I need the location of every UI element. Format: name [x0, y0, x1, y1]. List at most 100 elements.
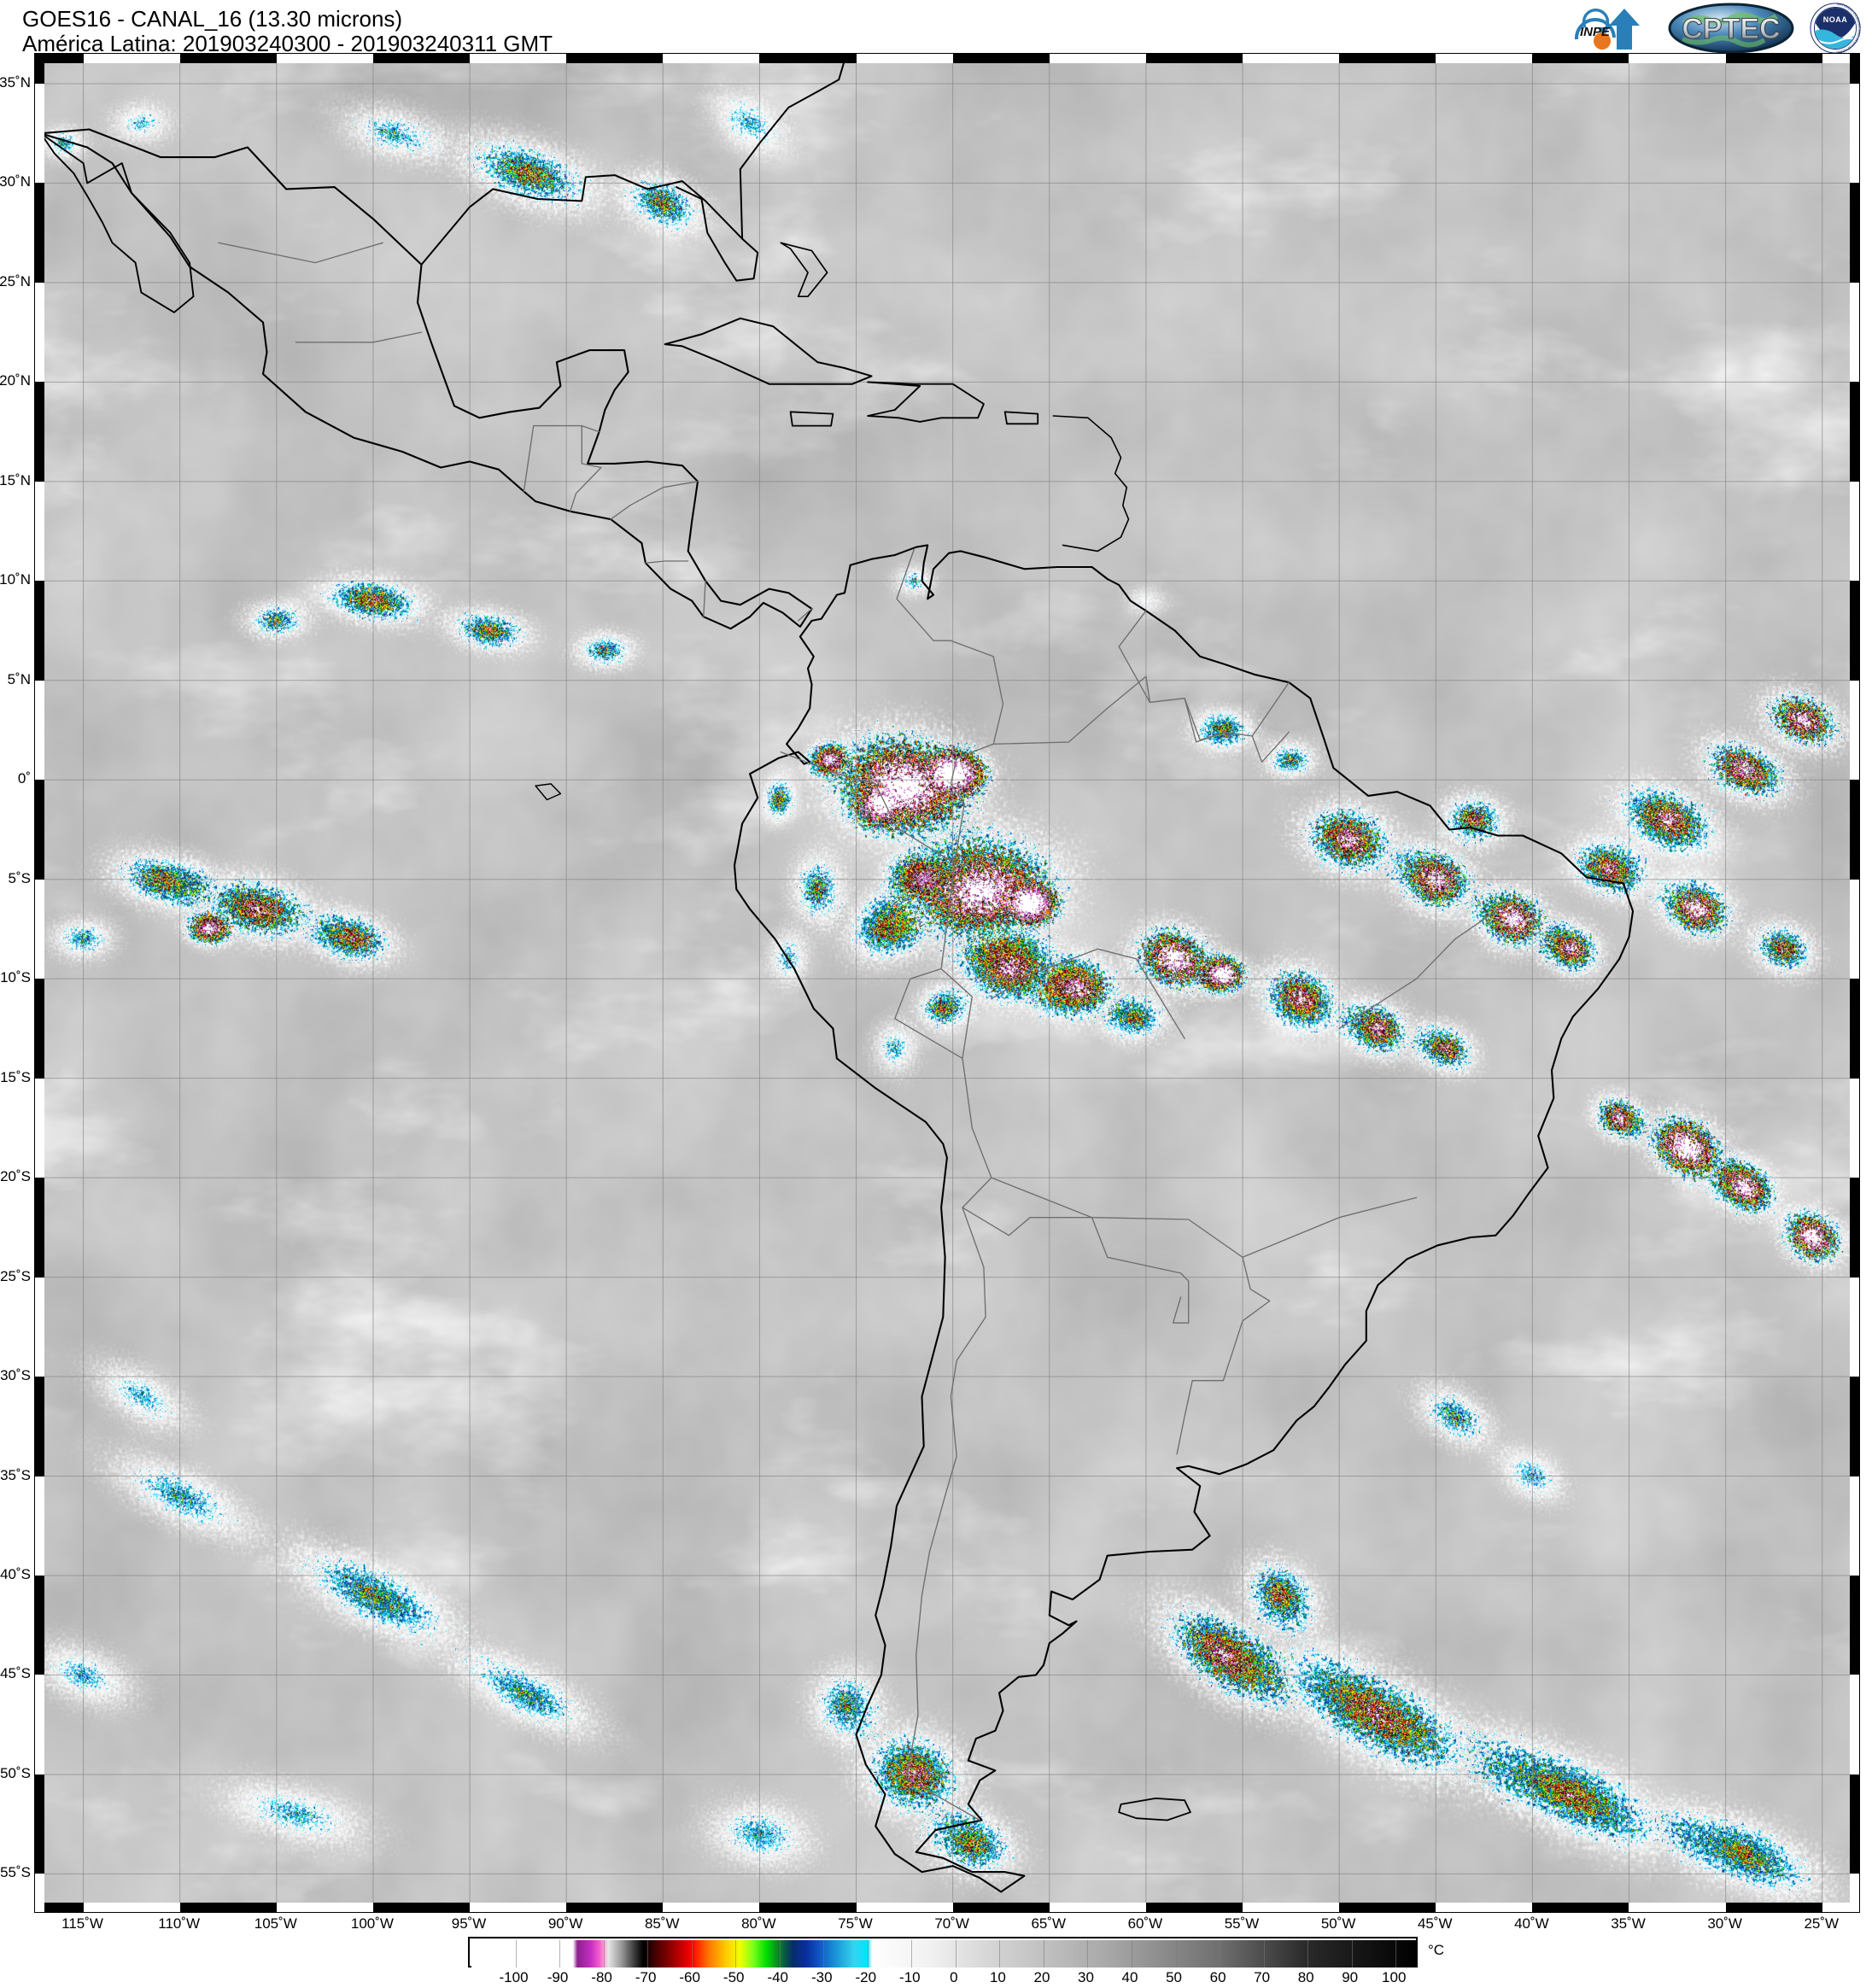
lat-tick-label: 40˚S — [0, 1566, 31, 1582]
colorbar-tick-label: -30 — [810, 1969, 833, 1985]
lon-tick-label: 60˚W — [1127, 1915, 1163, 1932]
satellite-map[interactable] — [34, 53, 1860, 1913]
map-tick-band-left — [35, 54, 44, 1912]
lon-tick-label: 95˚W — [451, 1915, 487, 1932]
lon-tick-label: 35˚W — [1611, 1915, 1646, 1932]
colorbar-tick-label: 40 — [1121, 1969, 1138, 1985]
lat-tick-label: 10˚S — [0, 969, 31, 986]
colorbar-gradient — [468, 1937, 1418, 1968]
colorbar-tick-label: 70 — [1254, 1969, 1271, 1985]
colorbar-tick — [779, 1940, 781, 1968]
lon-tick-label: 105˚W — [254, 1915, 297, 1932]
colorbar-tick — [603, 1940, 605, 1968]
lon-tick-label: 50˚W — [1320, 1915, 1356, 1932]
lat-tick-label: 25˚S — [0, 1267, 31, 1284]
colorbar-tick-label: 100 — [1382, 1969, 1407, 1985]
colorbar-tick-label: 0 — [950, 1969, 958, 1985]
colorbar-tick — [999, 1940, 1001, 1968]
temperature-colorbar[interactable]: -100 -90 -80 -70 -60 -50 -40 -30 -20 -10 0 10 20 30 40… — [468, 1937, 1444, 1988]
svg-text:NOAA: NOAA — [1823, 15, 1848, 24]
noaa-logo: NOAA NATIONAL OCEANIC AND ATMOSPHERIC AD… — [1809, 2, 1862, 55]
lat-tick-label: 20˚N — [0, 372, 31, 389]
title-line-region-time: América Latina: 201903240300 - 201903240… — [22, 31, 553, 56]
lon-tick-label: 115˚W — [61, 1915, 103, 1932]
lon-tick-label: 30˚W — [1707, 1915, 1742, 1932]
colorbar-tick-label: 60 — [1209, 1969, 1226, 1985]
lon-tick-label: 70˚W — [934, 1915, 969, 1932]
colorbar-tick-label: -90 — [547, 1969, 569, 1985]
lon-tick-label: 25˚W — [1804, 1915, 1840, 1932]
colorbar-canvas — [471, 1940, 1418, 1968]
colorbar-tick-label: 20 — [1033, 1969, 1050, 1985]
inpe-logo: INPE — [1574, 9, 1640, 50]
lat-tick-label: 45˚S — [0, 1665, 31, 1682]
lat-tick-label: 25˚N — [0, 272, 31, 289]
colorbar-tick — [647, 1940, 649, 1968]
colorbar-tick — [911, 1940, 913, 1968]
lon-tick-label: 55˚W — [1224, 1915, 1260, 1932]
colorbar-tick — [1087, 1940, 1089, 1968]
lat-tick-label: 35˚N — [0, 73, 31, 91]
colorbar-tick-label: -50 — [722, 1969, 745, 1985]
latitude-axis: 35˚N 30˚N 25˚N 20˚N 15˚N 10˚N 5˚N 0˚ 5˚S 10˚S 15˚S… — [0, 53, 34, 1913]
colorbar-tick — [1351, 1940, 1353, 1968]
lon-tick-label: 80˚W — [741, 1915, 776, 1932]
lat-tick-label: 15˚N — [0, 471, 31, 488]
lat-tick-label: 50˚S — [0, 1764, 31, 1781]
colorbar-tick-label: 50 — [1166, 1969, 1183, 1985]
lat-tick-label: 30˚N — [0, 173, 31, 190]
lat-tick-label: 15˚S — [0, 1068, 31, 1085]
colorbar-tick — [559, 1940, 561, 1968]
lat-tick-label: 30˚S — [0, 1367, 31, 1384]
colorbar-tick — [1175, 1940, 1177, 1968]
colorbar-tick-label: -20 — [855, 1969, 877, 1985]
lon-tick-label: 45˚W — [1417, 1915, 1453, 1932]
map-frame[interactable] — [34, 53, 1860, 1913]
lon-tick-label: 75˚W — [838, 1915, 873, 1932]
lat-tick-label: 55˚S — [0, 1864, 31, 1881]
colorbar-unit-label: °C — [1428, 1942, 1445, 1958]
header: GOES16 - CANAL_16 (13.30 microns) Améric… — [0, 0, 1872, 56]
colorbar-tick — [1307, 1940, 1309, 1968]
lat-tick-label: 0˚ — [17, 770, 31, 787]
lon-tick-label: 110˚W — [158, 1915, 201, 1932]
colorbar-tick — [1395, 1940, 1397, 1968]
satellite-imagery-layer — [35, 54, 1859, 1912]
map-tick-band-right — [1850, 54, 1859, 1912]
cptec-logo: CPTEC — [1668, 3, 1794, 54]
lat-tick-label: 20˚S — [0, 1168, 31, 1185]
colorbar-tick — [1263, 1940, 1265, 1968]
svg-text:INPE: INPE — [1580, 25, 1611, 39]
lon-tick-label: 40˚W — [1514, 1915, 1549, 1932]
colorbar-tick-label: -10 — [899, 1969, 921, 1985]
map-tick-band-bottom — [35, 1903, 1859, 1912]
page-title: GOES16 - CANAL_16 (13.30 microns) Améric… — [22, 7, 553, 56]
colorbar-tick-label: 30 — [1078, 1969, 1094, 1985]
lon-tick-label: 90˚W — [547, 1915, 583, 1932]
colorbar-tick-label: -80 — [591, 1969, 612, 1985]
lon-tick-label: 65˚W — [1031, 1915, 1067, 1932]
colorbar-tick — [867, 1940, 869, 1968]
colorbar-tick-label: 80 — [1297, 1969, 1314, 1985]
logo-row: INPE CPTEC — [1551, 2, 1862, 55]
colorbar-tick-label: 90 — [1342, 1969, 1359, 1985]
svg-text:CPTEC: CPTEC — [1682, 13, 1780, 45]
colorbar-tick-label: 10 — [989, 1969, 1006, 1985]
colorbar-tick — [515, 1940, 517, 1968]
colorbar-tick-label: -40 — [767, 1969, 789, 1985]
colorbar-ticks — [470, 1938, 1419, 1969]
colorbar-tick-label: -70 — [635, 1969, 657, 1985]
colorbar-tick — [823, 1940, 825, 1968]
lat-tick-label: 5˚N — [7, 670, 31, 687]
lat-tick-label: 35˚S — [0, 1466, 31, 1483]
colorbar-tick-label: -60 — [679, 1969, 700, 1985]
colorbar-tick-label: -100 — [499, 1969, 529, 1985]
colorbar-tick — [691, 1940, 693, 1968]
lon-tick-label: 85˚W — [644, 1915, 680, 1932]
lon-tick-label: 100˚W — [350, 1915, 394, 1932]
title-line-product: GOES16 - CANAL_16 (13.30 microns) — [22, 6, 403, 32]
longitude-axis: 115˚W 110˚W 105˚W 100˚W 95˚W 90˚W 85˚W 80˚W 75˚W… — [34, 1915, 1860, 1938]
colorbar-tick — [735, 1940, 737, 1968]
map-tick-band-top — [35, 54, 1859, 63]
lat-tick-label: 5˚S — [8, 869, 31, 886]
